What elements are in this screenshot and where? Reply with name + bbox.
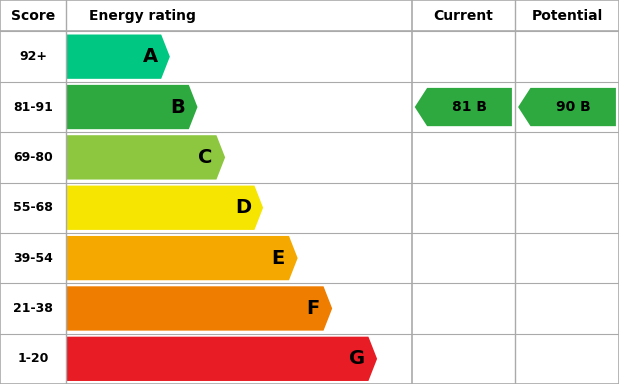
Polygon shape <box>415 88 512 126</box>
Text: Energy rating: Energy rating <box>89 9 196 23</box>
Polygon shape <box>66 286 332 331</box>
Text: B: B <box>170 98 185 116</box>
Text: Potential: Potential <box>531 9 603 23</box>
Text: G: G <box>349 349 365 368</box>
Bar <box>0 132 66 182</box>
Bar <box>0 0 619 31</box>
Bar <box>0 182 66 233</box>
Polygon shape <box>518 88 616 126</box>
Polygon shape <box>66 135 225 180</box>
Text: Score: Score <box>11 9 55 23</box>
Text: E: E <box>271 248 285 268</box>
Bar <box>0 233 66 283</box>
Text: 90 B: 90 B <box>556 100 591 114</box>
Text: D: D <box>235 198 251 217</box>
Bar <box>0 82 66 132</box>
Bar <box>0 334 66 384</box>
Polygon shape <box>66 85 197 129</box>
Text: 81 B: 81 B <box>452 100 487 114</box>
Polygon shape <box>66 185 263 230</box>
Text: F: F <box>306 299 319 318</box>
Polygon shape <box>66 337 377 381</box>
Text: 55-68: 55-68 <box>13 201 53 214</box>
Text: C: C <box>198 148 212 167</box>
Bar <box>0 31 66 82</box>
Polygon shape <box>66 236 298 280</box>
Text: 92+: 92+ <box>19 50 47 63</box>
Text: 21-38: 21-38 <box>13 302 53 315</box>
Text: 81-91: 81-91 <box>13 101 53 114</box>
Text: 1-20: 1-20 <box>17 353 49 365</box>
Polygon shape <box>66 35 170 79</box>
Bar <box>0 283 66 334</box>
Text: 69-80: 69-80 <box>13 151 53 164</box>
Text: A: A <box>142 47 158 66</box>
Text: 39-54: 39-54 <box>13 252 53 265</box>
Text: Current: Current <box>433 9 493 23</box>
